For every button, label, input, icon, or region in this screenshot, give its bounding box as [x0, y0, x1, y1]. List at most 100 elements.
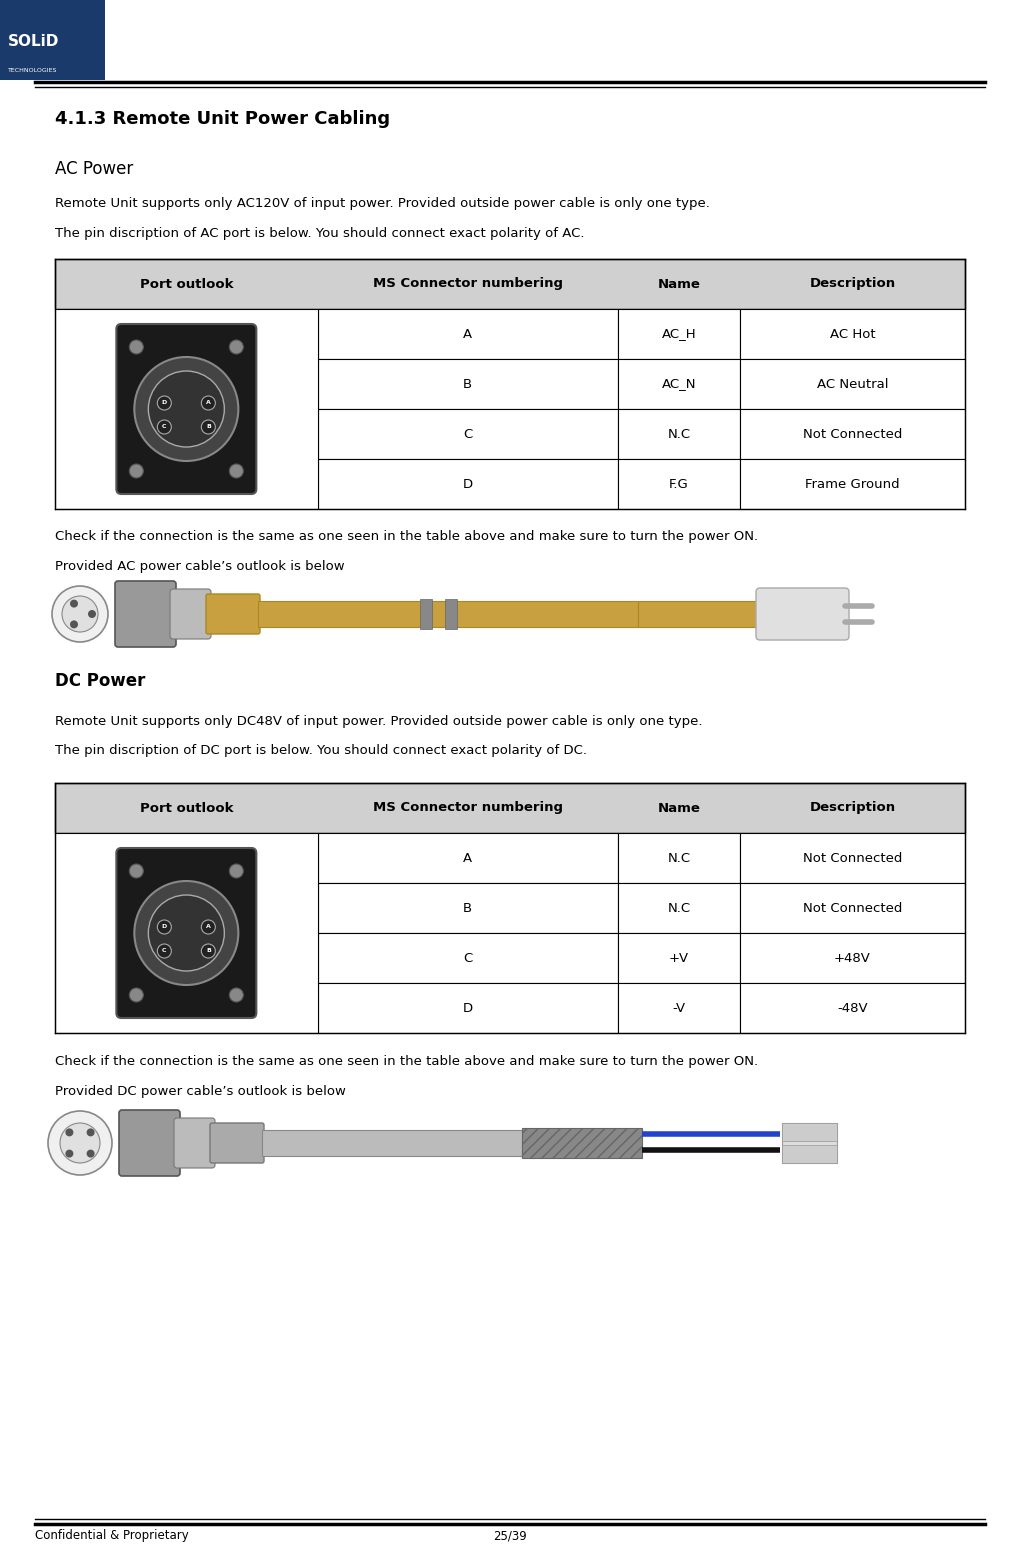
- Text: Description: Description: [809, 277, 896, 291]
- Bar: [618, 834, 740, 884]
- Text: -48V: -48V: [838, 1001, 868, 1015]
- Text: Provided DC power cable’s outlook is below: Provided DC power cable’s outlook is bel…: [55, 1084, 345, 1098]
- Text: Frame Ground: Frame Ground: [805, 477, 900, 491]
- Text: F.G: F.G: [669, 477, 689, 491]
- Circle shape: [129, 988, 144, 1003]
- Circle shape: [65, 1128, 73, 1137]
- Bar: [318, 360, 618, 410]
- Circle shape: [202, 945, 215, 959]
- FancyBboxPatch shape: [206, 594, 260, 633]
- Text: D: D: [463, 1001, 473, 1015]
- Text: Check if the connection is the same as one seen in the table above and make sure: Check if the connection is the same as o…: [55, 1054, 758, 1068]
- Circle shape: [202, 920, 215, 934]
- Text: B: B: [464, 377, 473, 391]
- Bar: [740, 410, 965, 458]
- Bar: [258, 601, 638, 627]
- Text: Check if the connection is the same as one seen in the table above and make sure: Check if the connection is the same as o…: [55, 530, 758, 544]
- Bar: [522, 1128, 642, 1157]
- Bar: [318, 984, 618, 1032]
- Circle shape: [88, 610, 96, 618]
- Text: SOLiD: SOLiD: [8, 34, 59, 50]
- FancyBboxPatch shape: [116, 324, 257, 494]
- Text: The pin discription of DC port is below. You should connect exact polarity of DC: The pin discription of DC port is below.…: [55, 744, 587, 757]
- Bar: [782, 1123, 837, 1164]
- Bar: [740, 360, 965, 410]
- Text: The pin discription of AC port is below. You should connect exact polarity of AC: The pin discription of AC port is below.…: [55, 227, 585, 241]
- Circle shape: [52, 586, 108, 641]
- Text: B: B: [464, 901, 473, 915]
- Text: AC_N: AC_N: [661, 377, 696, 391]
- Text: A: A: [464, 327, 473, 341]
- Text: D: D: [463, 477, 473, 491]
- FancyBboxPatch shape: [756, 588, 849, 640]
- Circle shape: [135, 881, 238, 985]
- Text: Provided AC power cable’s outlook is below: Provided AC power cable’s outlook is bel…: [55, 560, 344, 574]
- Text: C: C: [162, 948, 166, 954]
- FancyBboxPatch shape: [115, 580, 176, 647]
- Bar: [55, 784, 965, 834]
- Text: Name: Name: [657, 277, 700, 291]
- Bar: [618, 410, 740, 458]
- Circle shape: [48, 1110, 112, 1175]
- FancyBboxPatch shape: [116, 848, 257, 1018]
- Bar: [618, 934, 740, 984]
- Bar: [55, 310, 318, 508]
- FancyBboxPatch shape: [170, 590, 211, 640]
- Circle shape: [202, 396, 215, 410]
- Bar: [420, 599, 432, 629]
- Text: MS Connector numbering: MS Connector numbering: [373, 801, 562, 815]
- Circle shape: [70, 621, 78, 629]
- Text: +48V: +48V: [834, 951, 871, 965]
- Text: A: A: [206, 400, 211, 405]
- Bar: [740, 934, 965, 984]
- Bar: [318, 884, 618, 934]
- Circle shape: [135, 357, 238, 461]
- Text: AC Hot: AC Hot: [829, 327, 875, 341]
- Bar: [318, 310, 618, 360]
- FancyBboxPatch shape: [210, 1123, 264, 1164]
- Circle shape: [129, 465, 144, 479]
- FancyBboxPatch shape: [119, 1110, 180, 1176]
- Text: B: B: [206, 424, 211, 430]
- Text: C: C: [162, 424, 166, 430]
- Bar: [318, 410, 618, 458]
- Bar: [318, 934, 618, 984]
- Circle shape: [202, 421, 215, 433]
- Text: AC Neutral: AC Neutral: [816, 377, 889, 391]
- Text: Name: Name: [657, 801, 700, 815]
- Text: +V: +V: [668, 951, 689, 965]
- Text: D: D: [162, 400, 167, 405]
- Circle shape: [60, 1123, 100, 1164]
- Text: MS Connector numbering: MS Connector numbering: [373, 277, 562, 291]
- Text: A: A: [206, 924, 211, 929]
- Circle shape: [229, 863, 244, 877]
- Bar: [618, 884, 740, 934]
- Text: N.C: N.C: [667, 851, 691, 865]
- Text: Remote Unit supports only DC48V of input power. Provided outside power cable is : Remote Unit supports only DC48V of input…: [55, 715, 702, 727]
- Bar: [318, 458, 618, 508]
- Text: Not Connected: Not Connected: [803, 901, 902, 915]
- Text: D: D: [162, 924, 167, 929]
- Text: 25/39: 25/39: [493, 1530, 527, 1542]
- Bar: [445, 599, 457, 629]
- FancyBboxPatch shape: [174, 1118, 215, 1168]
- Circle shape: [62, 596, 98, 632]
- Circle shape: [229, 465, 244, 479]
- Bar: [618, 360, 740, 410]
- Circle shape: [157, 421, 171, 433]
- Bar: [618, 458, 740, 508]
- Text: Remote Unit supports only AC120V of input power. Provided outside power cable is: Remote Unit supports only AC120V of inpu…: [55, 197, 710, 211]
- Text: TECHNOLOGIES: TECHNOLOGIES: [8, 69, 57, 74]
- Text: 4.1.3 Remote Unit Power Cabling: 4.1.3 Remote Unit Power Cabling: [55, 109, 390, 128]
- Text: DC Power: DC Power: [55, 673, 146, 690]
- Circle shape: [129, 339, 144, 353]
- Text: Description: Description: [809, 801, 896, 815]
- Bar: [262, 1131, 522, 1156]
- Text: A: A: [464, 851, 473, 865]
- Bar: [318, 834, 618, 884]
- Bar: [55, 260, 965, 310]
- Circle shape: [229, 339, 244, 353]
- Bar: [740, 984, 965, 1032]
- Circle shape: [157, 945, 171, 959]
- Text: Not Connected: Not Connected: [803, 427, 902, 441]
